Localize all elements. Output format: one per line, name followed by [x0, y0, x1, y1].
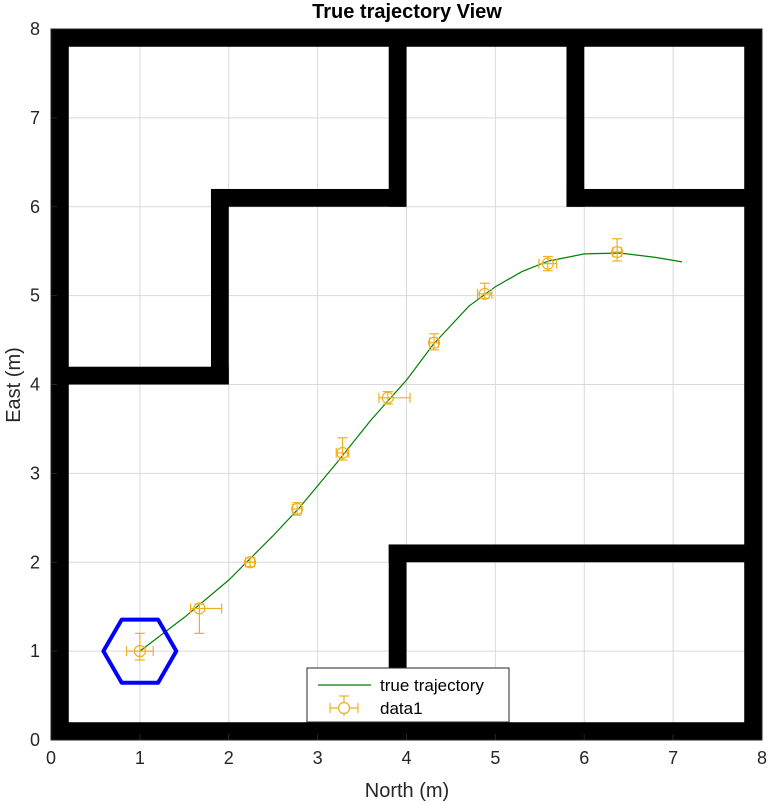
y-tick-label: 4: [30, 375, 40, 395]
wall-segment: [51, 366, 229, 385]
x-tick-label: 5: [490, 748, 500, 768]
legend-swatch-data1: [329, 695, 359, 716]
tick-labels: 0 1 2 3 4 5 6 7 8 0 1 2 3 4 5 6 7 8: [30, 19, 767, 768]
data1-point: [125, 632, 154, 661]
x-tick-label: 4: [401, 748, 411, 768]
x-tick-label: 1: [135, 748, 145, 768]
series-layer: [125, 238, 683, 661]
wall-segment: [566, 29, 585, 207]
data1-point: [378, 391, 411, 405]
data1-marker: [611, 245, 624, 259]
x-tick-label: 8: [757, 748, 767, 768]
wall-segment: [744, 29, 762, 740]
data1-marker: [541, 257, 554, 270]
wall-segment: [210, 188, 407, 207]
data1-point: [611, 238, 624, 262]
x-tick-label: 0: [46, 748, 56, 768]
wall-segment: [388, 29, 407, 207]
x-tick-label: 7: [668, 748, 678, 768]
true-trajectory-line: [139, 252, 683, 652]
wall-segment: [566, 188, 762, 207]
y-axis-label: East (m): [3, 347, 25, 423]
y-tick-label: 6: [30, 197, 40, 217]
legend-label-data1: data1: [380, 699, 423, 718]
chart-title: True trajectory View: [312, 1, 502, 23]
x-axis-label: North (m): [365, 780, 449, 802]
legend-label-true-trajectory: true trajectory: [380, 676, 484, 695]
data1-point: [291, 502, 304, 516]
x-tick-label: 2: [224, 748, 234, 768]
data1-marker: [291, 502, 304, 516]
robot-hexagon: [101, 617, 179, 685]
y-tick-label: 3: [30, 463, 40, 483]
y-tick-label: 7: [30, 108, 40, 128]
data1-marker: [478, 287, 491, 300]
data1-marker: [336, 446, 349, 460]
x-tick-label: 3: [313, 748, 323, 768]
y-tick-label: 1: [30, 641, 40, 661]
data1-point: [538, 255, 558, 272]
y-tick-label: 2: [30, 552, 40, 572]
wall-segment: [388, 544, 762, 563]
data1-point: [189, 602, 223, 634]
legend: true trajectory data1: [306, 667, 510, 723]
y-tick-label: 0: [30, 730, 40, 750]
wall-segment: [210, 188, 229, 385]
y-tick-label: 5: [30, 286, 40, 306]
data1-marker: [243, 556, 257, 569]
data1-marker: [427, 336, 441, 349]
data1-marker: [193, 602, 206, 615]
data1-point: [243, 556, 257, 569]
y-tick-label: 8: [30, 19, 40, 39]
legend-marker-circle: [337, 701, 351, 715]
data1-point: [335, 437, 350, 461]
data1-point: [427, 333, 441, 351]
data1-marker: [381, 391, 394, 404]
robot-marker: [101, 617, 179, 685]
data1-marker: [133, 645, 146, 658]
data1-point: [477, 282, 493, 300]
x-tick-label: 6: [579, 748, 589, 768]
